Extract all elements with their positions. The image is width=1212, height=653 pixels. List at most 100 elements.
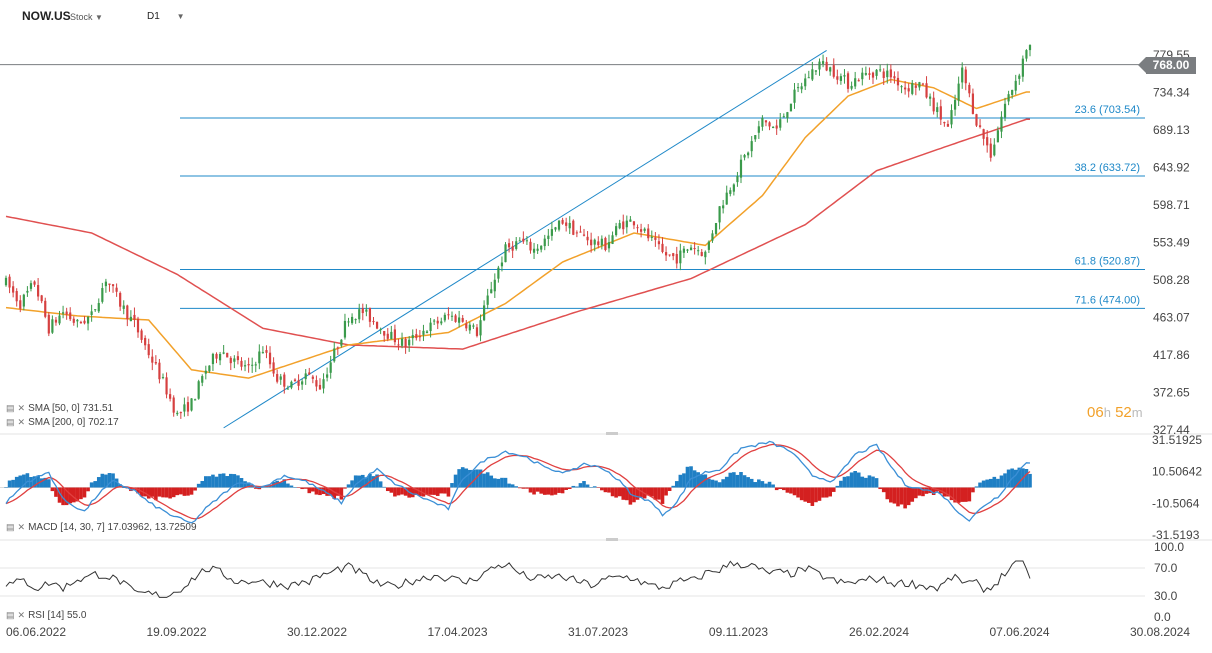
candle-body <box>19 300 22 309</box>
candle-body <box>779 119 782 128</box>
candle-body <box>861 72 864 80</box>
close-icon[interactable]: ✕ <box>17 403 26 413</box>
candle-timer: 06h 52m <box>1087 404 1143 421</box>
candle-body <box>247 364 250 366</box>
rsi-indicator-label[interactable]: ▤ ✕ RSI [14] 55.0 <box>6 610 86 621</box>
macd-histogram-bar <box>732 472 736 488</box>
macd-histogram-bar <box>646 487 651 496</box>
price-axis-tick: 553.49 <box>1153 236 1190 250</box>
macd-histogram-bar <box>767 481 772 488</box>
macd-histogram-bar <box>664 487 668 496</box>
sma50-text: SMA [50, 0] 731.51 <box>28 403 114 414</box>
macd-histogram-bar <box>678 474 683 488</box>
timeframe-selector[interactable]: D1 ▼ <box>147 11 185 22</box>
macd-histogram-bar <box>924 487 929 494</box>
macd-histogram-bar <box>489 475 494 488</box>
macd-histogram-bar <box>914 487 918 499</box>
candle-body <box>700 252 703 257</box>
close-icon[interactable]: ✕ <box>17 610 26 620</box>
candle-body <box>1021 58 1024 77</box>
candle-body <box>986 137 989 146</box>
macd-histogram-bar <box>571 485 576 488</box>
candle-body <box>276 374 279 382</box>
macd-histogram-bar <box>699 474 704 488</box>
candle-body <box>158 362 161 380</box>
macd-histogram-bar <box>168 487 172 499</box>
candle-body <box>825 61 828 71</box>
settings-icon[interactable]: ▤ <box>6 403 15 413</box>
macd-histogram-bar <box>75 487 80 502</box>
candle-body <box>704 251 707 258</box>
candle-body <box>504 244 507 263</box>
candle-body <box>333 348 336 362</box>
macd-histogram-bar <box>314 487 319 495</box>
candle-body <box>864 73 867 75</box>
macd-histogram-bar <box>410 487 415 498</box>
candle-body <box>226 352 229 358</box>
candle-body <box>886 70 889 78</box>
macd-histogram-bar <box>32 476 37 488</box>
macd-histogram-bar <box>154 487 158 501</box>
macd-histogram-bar <box>1024 469 1029 488</box>
candle-body <box>79 321 83 324</box>
timeframe-label: D1 <box>147 11 160 22</box>
candle-body <box>725 192 728 205</box>
macd-histogram-bar <box>18 475 23 488</box>
close-icon[interactable]: ✕ <box>17 417 26 427</box>
macd-histogram-bar <box>328 487 333 496</box>
candle-body <box>515 241 518 249</box>
macd-histogram-bar <box>896 487 900 507</box>
candle-body <box>40 295 43 302</box>
sma50-indicator-label[interactable]: ▤ ✕ SMA [50, 0] 731.51 <box>6 403 113 414</box>
macd-histogram-bar <box>189 487 194 495</box>
candle-body <box>643 228 646 231</box>
macd-histogram-bar <box>4 487 8 488</box>
candle-body <box>814 70 818 72</box>
candle-body <box>340 339 343 346</box>
settings-icon[interactable]: ▤ <box>6 610 15 620</box>
macd-histogram-bar <box>225 476 230 488</box>
macd-histogram-bar <box>649 487 654 497</box>
candle-body <box>326 374 329 378</box>
macd-histogram-bar <box>985 479 989 488</box>
price-axis-tick: 689.13 <box>1153 123 1190 137</box>
macd-histogram-bar <box>503 477 508 488</box>
candle-body <box>761 117 764 127</box>
candle-body <box>443 314 446 321</box>
macd-axis-tick: -31.5193 <box>1152 528 1200 542</box>
candle-body <box>58 315 61 324</box>
candle-body <box>943 122 946 124</box>
candle-body <box>350 316 354 324</box>
macd-histogram-bar <box>685 466 690 488</box>
close-icon[interactable]: ✕ <box>17 522 26 532</box>
sma200-indicator-label[interactable]: ▤ ✕ SMA [200, 0] 702.17 <box>6 417 119 428</box>
macd-histogram-bar <box>360 474 365 488</box>
macd-indicator-label[interactable]: ▤ ✕ MACD [14, 30, 7] 17.03962, 13.72509 <box>6 522 197 533</box>
macd-histogram-bar <box>671 485 676 488</box>
macd-histogram-bar <box>211 474 215 488</box>
chevron-down-icon[interactable]: ▼ <box>176 12 185 21</box>
macd-histogram-bar <box>296 487 301 488</box>
macd-histogram-bar <box>724 476 729 488</box>
settings-icon[interactable]: ▤ <box>6 522 15 532</box>
candle-body <box>22 294 25 307</box>
candle-body <box>639 229 643 232</box>
macd-histogram-bar <box>881 487 886 493</box>
symbol-type[interactable]: Stock ▼ <box>70 12 103 22</box>
macd-histogram-bar <box>432 487 436 495</box>
candle-body <box>557 220 561 230</box>
settings-icon[interactable]: ▤ <box>6 417 15 427</box>
macd-histogram-bar <box>50 487 55 492</box>
macd-histogram-bar <box>560 487 565 494</box>
macd-histogram-bar <box>831 487 836 492</box>
chevron-down-icon[interactable]: ▼ <box>95 13 103 22</box>
candle-body <box>804 78 807 87</box>
candle-body <box>15 291 18 302</box>
symbol-label[interactable]: NOW.US <box>22 9 71 23</box>
price-axis-tick: 734.34 <box>1153 85 1190 99</box>
candle-body <box>279 376 282 380</box>
candle-body <box>950 110 953 125</box>
macd-histogram-bar <box>996 478 1000 488</box>
candle-body <box>322 379 325 389</box>
